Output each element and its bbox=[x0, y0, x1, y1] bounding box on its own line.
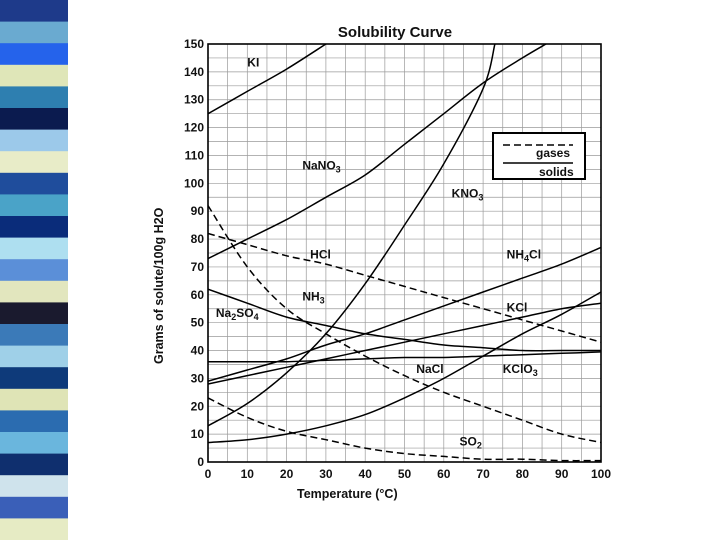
stripe-block bbox=[0, 345, 68, 368]
series-line-nh3 bbox=[208, 205, 601, 444]
y-tick-label: 30 bbox=[191, 371, 205, 385]
stripe-block bbox=[0, 86, 68, 109]
y-tick-label: 130 bbox=[184, 93, 204, 107]
chart-title: Solubility Curve bbox=[338, 24, 452, 41]
chart-ticks: 0 10 20 30 40 50 60 70 80 90 100 0 10 20 30 40 50 60 70 80 9… bbox=[184, 37, 611, 481]
x-tick-label: 50 bbox=[398, 467, 412, 481]
stripe-block bbox=[0, 388, 68, 411]
x-tick-label: 90 bbox=[555, 467, 569, 481]
x-tick-label: 70 bbox=[476, 467, 490, 481]
decorative-stripe bbox=[0, 0, 68, 540]
series-line-na2so4 bbox=[208, 288, 601, 352]
plot-frame bbox=[207, 43, 602, 463]
x-tick-label: 20 bbox=[280, 467, 294, 481]
y-axis-label: Grams of solute/100g H2O bbox=[152, 207, 166, 364]
x-tick-label: 30 bbox=[319, 467, 333, 481]
series-label-hcl: HCl bbox=[310, 248, 331, 262]
legend: gases solids bbox=[492, 132, 586, 180]
stripe-block bbox=[0, 496, 68, 519]
series-labels: KI NaNO3 KNO3 NH4Cl HCl NH3 KCl Na2SO4 NaCl KClO3… bbox=[216, 55, 541, 450]
stripe-block bbox=[0, 64, 68, 87]
series-line-nacl bbox=[208, 351, 601, 363]
series-line-nano3 bbox=[208, 44, 547, 260]
stripe-block bbox=[0, 172, 68, 195]
legend-solids-label: solids bbox=[539, 165, 574, 179]
x-tick-label: 60 bbox=[437, 467, 451, 481]
series-label-nh4cl: NH4Cl bbox=[507, 248, 541, 264]
x-axis-label: Temperature (°C) bbox=[297, 487, 398, 501]
series-label-kcl: KCl bbox=[507, 301, 528, 315]
series-line-kcl bbox=[208, 302, 601, 385]
x-tick-label: 40 bbox=[359, 467, 373, 481]
series-line-ki bbox=[208, 44, 327, 115]
series-label-ki: KI bbox=[247, 55, 259, 69]
series-label-na2so4: Na2SO4 bbox=[216, 306, 259, 322]
stripe-block bbox=[0, 432, 68, 455]
y-tick-label: 80 bbox=[191, 232, 205, 246]
y-tick-label: 50 bbox=[191, 316, 205, 330]
chart-grid bbox=[207, 43, 602, 463]
chart-series bbox=[208, 44, 601, 462]
y-tick-label: 90 bbox=[191, 204, 205, 218]
stripe-block bbox=[0, 237, 68, 260]
y-tick-label: 110 bbox=[185, 148, 205, 162]
y-tick-label: 70 bbox=[191, 260, 205, 274]
series-label-nh3: NH3 bbox=[302, 289, 324, 305]
series-line-kno3 bbox=[208, 44, 496, 427]
stripe-block bbox=[0, 108, 68, 131]
y-tick-label: 0 bbox=[197, 455, 204, 469]
series-label-kno3: KNO3 bbox=[452, 186, 484, 202]
stripe-block bbox=[0, 194, 68, 217]
stripe-block bbox=[0, 259, 68, 282]
y-tick-label: 20 bbox=[191, 399, 205, 413]
stripe-block bbox=[0, 129, 68, 152]
y-tick-label: 10 bbox=[191, 427, 205, 441]
x-tick-label: 0 bbox=[205, 467, 212, 481]
stripe-block bbox=[0, 43, 68, 66]
series-line-kclo3 bbox=[208, 291, 601, 444]
y-tick-label: 40 bbox=[191, 344, 205, 358]
x-tick-label: 10 bbox=[241, 467, 255, 481]
stripe-block bbox=[0, 453, 68, 476]
series-label-nacl: NaCl bbox=[416, 362, 443, 376]
stripe-block bbox=[0, 151, 68, 174]
stripe-block bbox=[0, 410, 68, 433]
stripe-block bbox=[0, 324, 68, 347]
series-label-kclo3: KClO3 bbox=[503, 362, 538, 378]
series-line-so2 bbox=[208, 397, 601, 462]
x-tick-label: 80 bbox=[516, 467, 530, 481]
y-tick-label: 140 bbox=[184, 65, 204, 79]
stripe-block bbox=[0, 216, 68, 239]
stripe-block bbox=[0, 367, 68, 390]
x-tick-label: 100 bbox=[591, 467, 611, 481]
legend-gases-label: gases bbox=[536, 146, 570, 160]
series-line-hcl bbox=[208, 232, 601, 343]
y-tick-label: 150 bbox=[184, 37, 204, 51]
stripe-block bbox=[0, 280, 68, 303]
y-tick-label: 60 bbox=[191, 288, 205, 302]
stripe-block bbox=[0, 21, 68, 44]
stripe-block bbox=[0, 518, 68, 540]
stripe-block bbox=[0, 475, 68, 498]
legend-box bbox=[492, 132, 586, 180]
series-label-so2: SO2 bbox=[460, 434, 482, 450]
series-label-nano3: NaNO3 bbox=[302, 158, 340, 174]
y-tick-label: 100 bbox=[184, 176, 204, 190]
y-tick-label: 120 bbox=[184, 121, 204, 135]
stripe-block bbox=[0, 0, 68, 23]
stripe-block bbox=[0, 302, 68, 325]
